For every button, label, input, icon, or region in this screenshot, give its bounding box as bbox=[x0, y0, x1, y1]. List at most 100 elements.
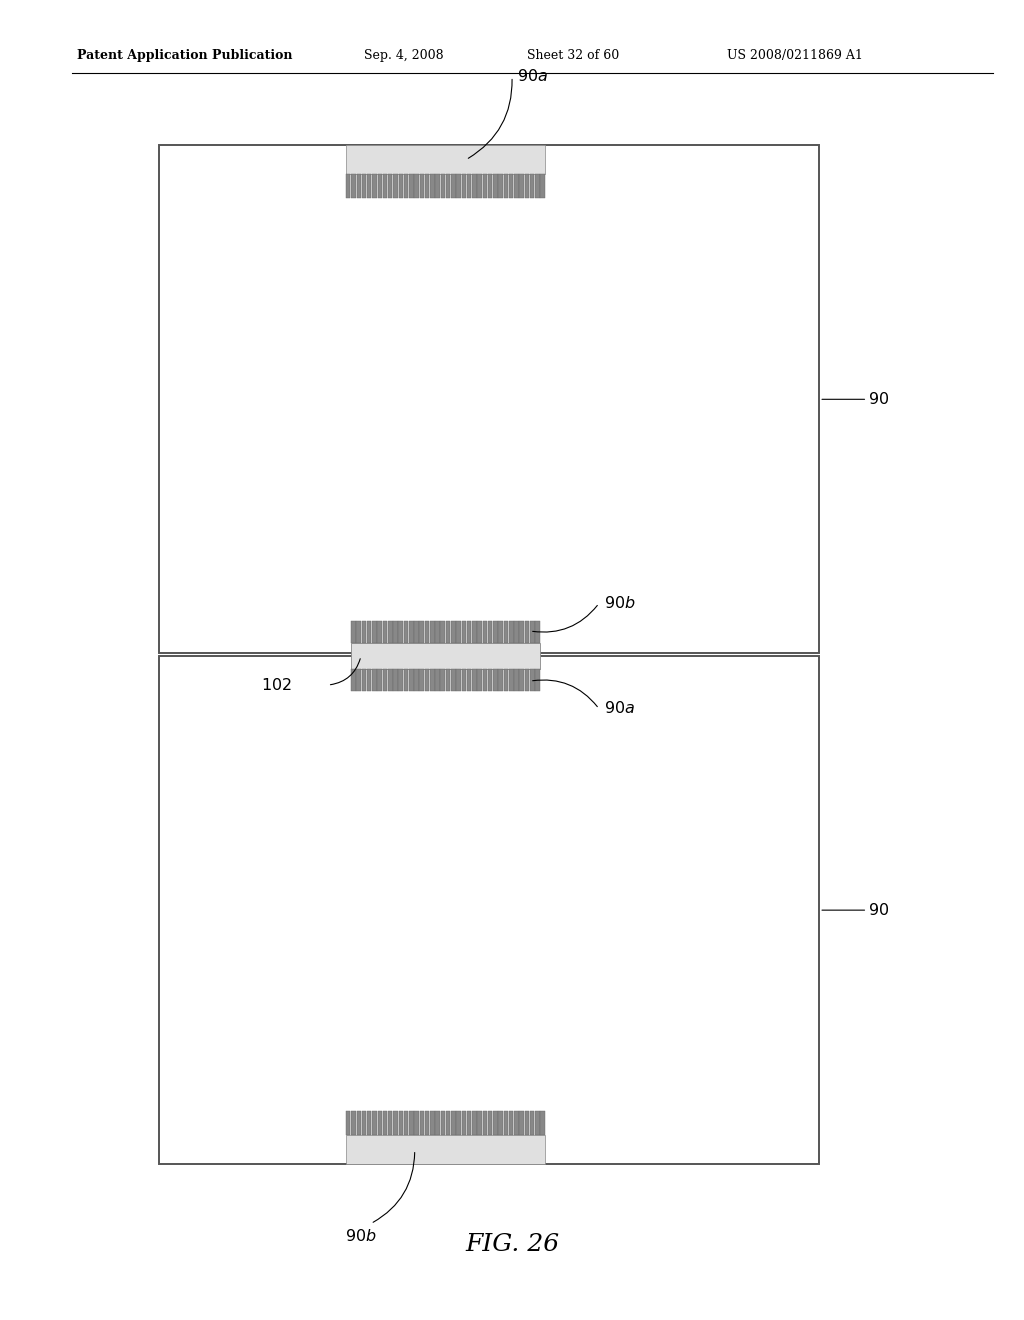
Text: US 2008/0211869 A1: US 2008/0211869 A1 bbox=[727, 49, 863, 62]
Bar bbox=[378, 622, 382, 643]
Bar bbox=[457, 1111, 461, 1135]
Bar bbox=[477, 622, 482, 643]
Bar bbox=[467, 622, 471, 643]
Bar bbox=[361, 174, 367, 198]
Bar bbox=[373, 174, 377, 198]
Bar bbox=[378, 174, 382, 198]
Bar bbox=[457, 622, 461, 643]
Bar bbox=[482, 622, 487, 643]
Text: $\mathit{90}$: $\mathit{90}$ bbox=[868, 902, 890, 919]
Bar bbox=[529, 174, 535, 198]
Bar bbox=[467, 669, 471, 690]
Bar bbox=[541, 174, 545, 198]
Bar bbox=[351, 669, 355, 690]
Bar bbox=[398, 1111, 403, 1135]
Bar bbox=[541, 1111, 545, 1135]
Bar bbox=[509, 174, 513, 198]
Bar bbox=[435, 174, 439, 198]
Bar bbox=[415, 174, 419, 198]
Text: $\mathit{102}$: $\mathit{102}$ bbox=[261, 677, 292, 693]
Bar bbox=[398, 669, 403, 690]
Bar bbox=[420, 622, 424, 643]
Bar bbox=[351, 622, 355, 643]
Bar bbox=[499, 1111, 503, 1135]
Bar bbox=[361, 622, 367, 643]
Bar bbox=[467, 174, 471, 198]
Bar bbox=[383, 1111, 387, 1135]
Bar bbox=[519, 1111, 524, 1135]
Bar bbox=[536, 669, 540, 690]
Bar bbox=[435, 622, 440, 643]
Bar bbox=[403, 174, 409, 198]
Bar bbox=[524, 669, 529, 690]
Bar bbox=[388, 1111, 392, 1135]
Bar bbox=[372, 669, 377, 690]
Bar bbox=[536, 1111, 540, 1135]
Bar bbox=[356, 669, 360, 690]
Bar bbox=[425, 174, 429, 198]
Bar bbox=[514, 174, 518, 198]
Bar bbox=[356, 622, 360, 643]
Bar bbox=[457, 669, 461, 690]
Text: Patent Application Publication: Patent Application Publication bbox=[77, 49, 292, 62]
Bar bbox=[378, 669, 382, 690]
Bar bbox=[420, 669, 424, 690]
Text: FIG. 26: FIG. 26 bbox=[465, 1233, 559, 1257]
Bar bbox=[445, 1111, 451, 1135]
Bar bbox=[403, 622, 409, 643]
Bar bbox=[519, 622, 524, 643]
Bar bbox=[409, 622, 414, 643]
Bar bbox=[159, 656, 819, 1164]
Bar bbox=[378, 1111, 382, 1135]
Bar bbox=[477, 1111, 482, 1135]
Bar bbox=[159, 145, 819, 653]
Bar bbox=[346, 174, 350, 198]
Bar bbox=[393, 174, 397, 198]
Bar bbox=[415, 1111, 419, 1135]
Bar bbox=[445, 622, 451, 643]
Bar bbox=[452, 1111, 456, 1135]
Bar bbox=[509, 669, 513, 690]
Text: $\mathit{90b}$: $\mathit{90b}$ bbox=[345, 1229, 377, 1245]
Bar bbox=[435, 1111, 439, 1135]
Bar bbox=[440, 1111, 445, 1135]
Bar bbox=[462, 1111, 466, 1135]
Text: $\mathit{90}$: $\mathit{90}$ bbox=[868, 391, 890, 408]
Bar bbox=[440, 622, 445, 643]
Bar bbox=[452, 174, 456, 198]
Bar bbox=[351, 1111, 355, 1135]
Bar bbox=[462, 622, 466, 643]
Text: $\mathit{90a}$: $\mathit{90a}$ bbox=[604, 701, 635, 717]
Bar bbox=[509, 622, 513, 643]
Bar bbox=[445, 669, 451, 690]
Bar bbox=[477, 669, 482, 690]
Bar bbox=[367, 669, 372, 690]
Bar bbox=[414, 622, 419, 643]
Bar bbox=[356, 174, 361, 198]
Bar bbox=[414, 669, 419, 690]
Bar bbox=[504, 174, 508, 198]
Bar bbox=[350, 643, 541, 669]
Bar bbox=[514, 1111, 518, 1135]
Bar bbox=[499, 174, 503, 198]
Bar bbox=[430, 174, 434, 198]
Bar bbox=[536, 174, 540, 198]
Bar bbox=[409, 1111, 414, 1135]
Bar bbox=[524, 622, 529, 643]
Bar bbox=[462, 174, 466, 198]
Bar bbox=[346, 1135, 545, 1164]
Bar bbox=[482, 1111, 487, 1135]
Bar bbox=[472, 174, 476, 198]
Bar bbox=[487, 622, 493, 643]
Bar bbox=[494, 1111, 498, 1135]
Bar bbox=[482, 174, 487, 198]
Bar bbox=[536, 622, 540, 643]
Bar bbox=[430, 1111, 434, 1135]
Text: Sheet 32 of 60: Sheet 32 of 60 bbox=[527, 49, 620, 62]
Bar bbox=[430, 622, 434, 643]
Bar bbox=[398, 622, 403, 643]
Bar bbox=[398, 174, 403, 198]
Bar bbox=[425, 669, 429, 690]
Text: $\mathit{90a}$: $\mathit{90a}$ bbox=[517, 69, 548, 84]
Bar bbox=[530, 669, 535, 690]
